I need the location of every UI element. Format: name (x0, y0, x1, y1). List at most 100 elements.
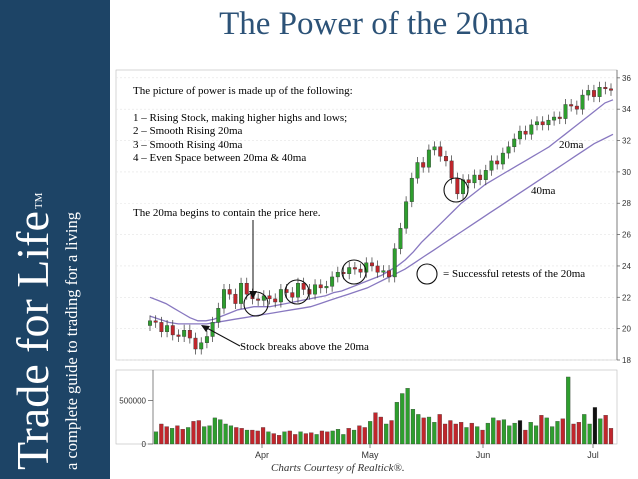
candle-body (267, 295, 272, 300)
candle-body (540, 121, 545, 126)
candle (165, 320, 170, 338)
candle (187, 324, 192, 344)
volume-bar (550, 426, 555, 445)
volume-bar (469, 422, 474, 445)
volume-bar (287, 430, 292, 445)
candle-body (239, 282, 244, 304)
candle-body (313, 284, 318, 295)
volume-bar (416, 414, 421, 445)
candle-body (495, 160, 500, 165)
candle (483, 164, 488, 186)
volume-bar (309, 432, 314, 445)
candle (580, 89, 585, 115)
candle (375, 260, 380, 278)
volume-tick-label: 0 (142, 440, 147, 449)
candle (222, 283, 226, 314)
volume-bar (378, 416, 383, 445)
candle-body (387, 270, 392, 278)
candle-body (233, 293, 238, 304)
candle (517, 125, 522, 145)
volume-bar (384, 423, 389, 445)
volume-bar (480, 429, 485, 445)
candle-body (227, 289, 232, 295)
candle-body (261, 295, 266, 301)
candle (500, 147, 505, 170)
price-tick-label: 28 (622, 199, 631, 208)
notes-spacer (133, 99, 353, 112)
candle-body (369, 262, 374, 267)
candle (347, 262, 352, 280)
volume-bar (362, 427, 367, 445)
candle-body (256, 298, 261, 301)
candle-body (609, 88, 613, 91)
volume-bar (587, 423, 592, 445)
candle (563, 99, 568, 125)
price-tick-label: 36 (622, 74, 631, 83)
volume-bar (191, 421, 196, 445)
candle-body (586, 90, 591, 96)
price-grid (115, 69, 618, 361)
candle (153, 315, 158, 328)
candle (170, 320, 175, 341)
candle-body (552, 116, 557, 121)
axes: 36 34 32 30 28 26 24 22 20 18 (616, 70, 631, 365)
price-frame (115, 69, 618, 361)
volume-bar (501, 419, 507, 445)
ma40-label: 40ma (531, 185, 556, 197)
candle-body (335, 272, 340, 278)
breakout-note: Stock breaks above the 20ma (240, 341, 369, 353)
volume-bar (437, 414, 442, 445)
volume-bar (218, 419, 223, 445)
chart-credit: Charts Courtesy of Realtick®. (271, 462, 405, 474)
candle (176, 329, 181, 342)
candle-body (170, 325, 175, 336)
ma20-line (149, 99, 614, 322)
candle (233, 288, 238, 310)
candle (438, 141, 443, 162)
candle-body (318, 284, 323, 289)
candle-body (210, 322, 215, 337)
candle (216, 302, 221, 328)
candle-body (415, 162, 420, 179)
candle-body (352, 267, 357, 270)
candle (506, 141, 511, 159)
candle (495, 155, 500, 170)
candle (278, 283, 283, 308)
candle (404, 196, 409, 234)
candle-body (483, 170, 488, 180)
volume-bar (400, 393, 405, 445)
candle (352, 262, 357, 275)
volume-bar (244, 429, 250, 445)
candle (193, 332, 198, 355)
volume-bar (533, 425, 539, 445)
candle-body (603, 87, 608, 90)
volume-bar (592, 407, 598, 445)
candle-body (290, 292, 295, 298)
price-tick-label: 30 (622, 168, 631, 177)
candle-body (148, 320, 152, 326)
candle (301, 277, 306, 295)
candle-body (580, 94, 585, 110)
volume-bar (598, 418, 603, 445)
candle (489, 155, 494, 176)
candle (148, 315, 152, 331)
volume-bar (335, 429, 341, 445)
candle-body (569, 104, 574, 107)
candle-body (546, 119, 551, 126)
volume-bar (260, 427, 266, 445)
ma20-label: 20ma (559, 139, 584, 151)
volume-bar (277, 435, 282, 445)
candle-body (506, 146, 511, 154)
volume-bar (212, 417, 217, 445)
volume-bars: 500000 0 Apr May Jun Jul (115, 369, 618, 460)
legend-circle (416, 263, 438, 285)
candle (415, 157, 420, 184)
candle-body (438, 146, 443, 157)
date-tick-label: Jun (476, 450, 491, 460)
candle-body (591, 90, 596, 97)
candle (159, 316, 164, 338)
candle (421, 157, 426, 173)
candle (398, 222, 403, 255)
candle-body (529, 124, 534, 135)
